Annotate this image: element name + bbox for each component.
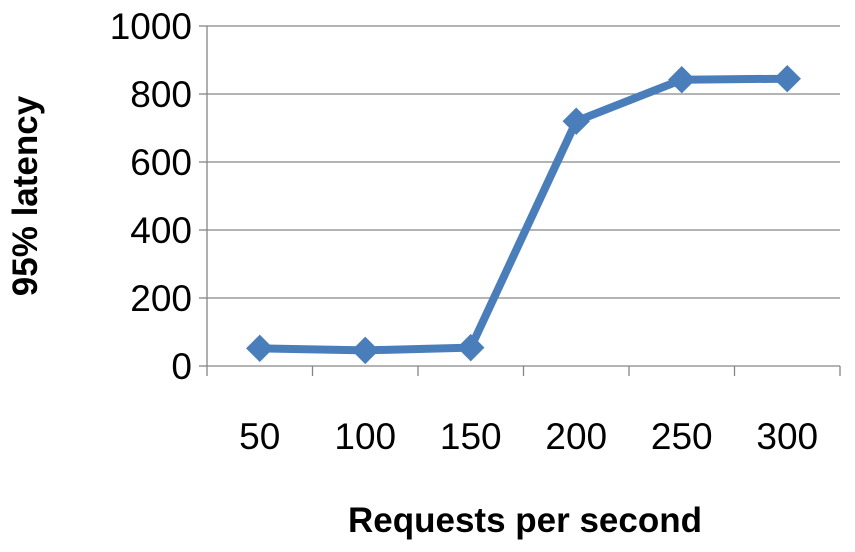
data-point-marker — [773, 64, 801, 93]
y-axis-title: 95% latency — [6, 95, 45, 296]
series — [246, 64, 801, 365]
x-tick-label: 200 — [545, 416, 607, 457]
y-tick-label: 200 — [130, 278, 192, 319]
y-tick-label: 1000 — [110, 6, 192, 47]
data-point-marker — [562, 107, 590, 135]
data-point-marker — [668, 66, 696, 94]
data-point-marker — [351, 336, 379, 365]
y-tick-label: 800 — [130, 74, 192, 115]
x-tick-label: 50 — [239, 416, 280, 457]
data-point-marker — [457, 333, 485, 362]
x-tick-label: 150 — [440, 416, 502, 457]
x-tick-label: 300 — [756, 416, 818, 457]
tick-labels: 0 200 400 600 800 1000 50 100 150 200 250 300 — [110, 6, 818, 457]
x-axis-title: Requests per second — [348, 501, 702, 540]
gridlines — [207, 25, 840, 299]
series-line — [255, 74, 792, 355]
x-tick-label: 100 — [334, 416, 396, 457]
y-tick-label: 400 — [130, 210, 192, 251]
data-point-marker — [246, 334, 274, 363]
axes — [199, 25, 841, 376]
x-tick-label: 250 — [651, 416, 713, 457]
y-tick-label: 0 — [171, 346, 192, 387]
y-tick-label: 600 — [130, 142, 192, 183]
